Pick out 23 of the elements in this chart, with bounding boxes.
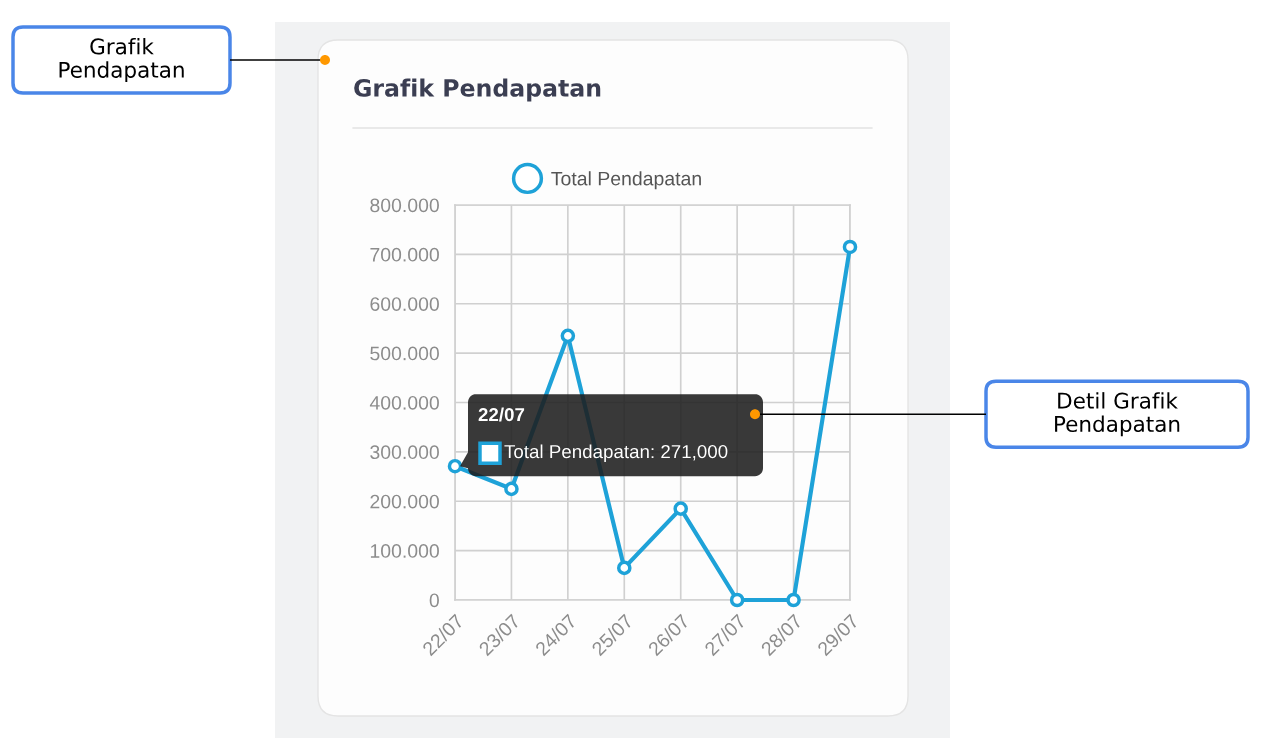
point [616, 560, 632, 576]
point [504, 481, 519, 497]
legend-label: Total Pendapatan [551, 171, 701, 190]
y-tick-label: 100.000 [370, 544, 439, 558]
point [786, 592, 801, 608]
y-tick-label: 400.000 [369, 395, 439, 410]
point [447, 458, 463, 474]
annotation: Total Pendapatan: 271,000 [504, 444, 728, 462]
text: Grafik Pendapatan [59, 37, 184, 83]
point [729, 592, 745, 608]
y-tick-label: 700.000 [370, 247, 439, 262]
y-tick-label: 200.000 [370, 494, 439, 509]
point [673, 501, 689, 516]
y-tick-label: 300.000 [370, 445, 439, 460]
text: Detil Grafik Pendapatan [1055, 392, 1180, 437]
point [560, 328, 576, 344]
y-tick-label: 600.000 [370, 297, 439, 311]
chart-title: Grafik Pendapatan [354, 78, 601, 102]
y-tick-label: 800.000 [370, 198, 439, 213]
y-tick-label: 500.000 [370, 346, 439, 361]
y-tick-label: 0 [429, 593, 439, 608]
point [842, 239, 858, 255]
annotation: 22/07 [478, 407, 525, 422]
